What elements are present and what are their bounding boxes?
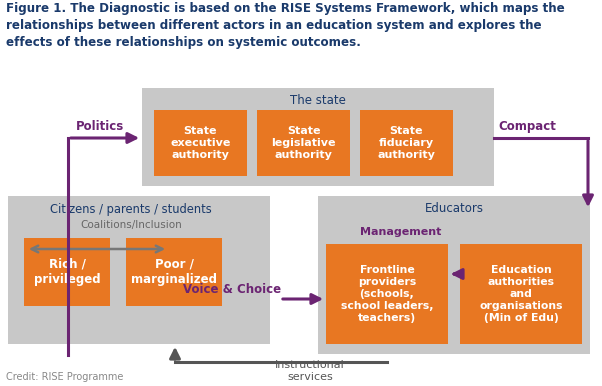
- Text: Compact: Compact: [498, 120, 556, 133]
- Text: Credit: RISE Programme: Credit: RISE Programme: [6, 372, 123, 382]
- Bar: [126, 238, 222, 306]
- Bar: [154, 110, 247, 176]
- Text: State
executive
authority: State executive authority: [170, 126, 231, 160]
- Text: Educators: Educators: [424, 203, 483, 215]
- Text: State
fiduciary
authority: State fiduciary authority: [377, 126, 435, 160]
- Bar: [257, 110, 350, 176]
- Text: Poor /
marginalized: Poor / marginalized: [131, 257, 217, 286]
- Text: Politics: Politics: [76, 120, 124, 133]
- Text: Rich /
privileged: Rich / privileged: [34, 257, 101, 286]
- Text: State
legislative
authority: State legislative authority: [272, 126, 336, 160]
- Text: Management: Management: [361, 227, 442, 237]
- Text: Figure 1. The Diagnostic is based on the RISE Systems Framework, which maps the
: Figure 1. The Diagnostic is based on the…: [6, 2, 565, 49]
- Bar: [326, 244, 448, 344]
- Text: Frontline
providers
(schools,
school leaders,
teachers): Frontline providers (schools, school lea…: [341, 265, 433, 323]
- Text: Education
authorities
and
organisations
(Min of Edu): Education authorities and organisations …: [479, 265, 563, 323]
- Text: Citizens / parents / students: Citizens / parents / students: [50, 203, 212, 215]
- Text: Voice & Choice: Voice & Choice: [183, 283, 281, 296]
- Bar: [460, 244, 582, 344]
- Bar: [360, 110, 453, 176]
- Text: The state: The state: [290, 95, 346, 107]
- Bar: [142, 88, 494, 186]
- Bar: [8, 196, 270, 344]
- Bar: [24, 238, 110, 306]
- Text: Coalitions/Inclusion: Coalitions/Inclusion: [80, 220, 182, 230]
- Bar: [318, 196, 590, 354]
- Text: Instructional
services: Instructional services: [275, 360, 345, 383]
